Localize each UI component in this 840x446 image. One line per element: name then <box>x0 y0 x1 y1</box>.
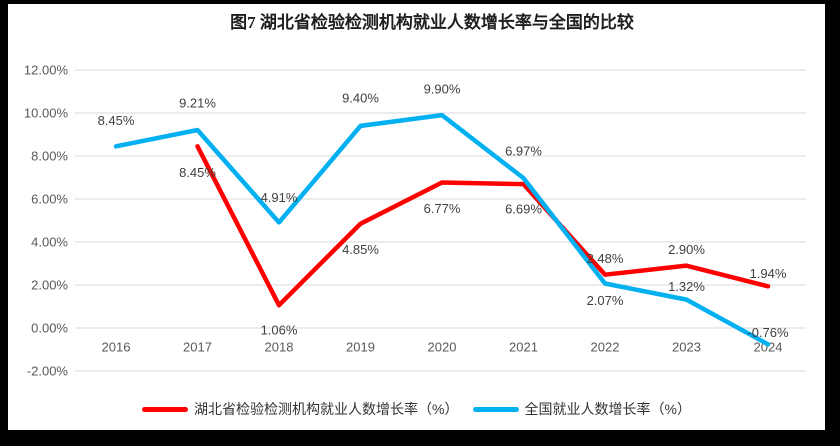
y-axis-tick-label: 8.00% <box>31 149 68 164</box>
hubei-data-label: 2.48% <box>587 251 624 266</box>
chart-title: 图7 湖北省检验检测机构就业人数增长率与全国的比较 <box>230 12 634 32</box>
y-axis-tick-labels: 12.00% 10.00% 8.00% 6.00% 4.00% 2.00% 0.00% -2.… <box>24 63 69 379</box>
national-data-label: 8.45% <box>98 113 135 128</box>
national-data-label: 1.32% <box>668 279 705 294</box>
hubei-line <box>195 144 771 308</box>
legend-label-national: 全国就业人数增长率（%） <box>524 401 691 417</box>
x-axis-category-label: 2016 <box>102 340 131 355</box>
x-axis-category-label: 2024 <box>754 340 783 355</box>
national-data-label: 9.40% <box>342 90 379 105</box>
hubei-data-label: 8.45% <box>179 165 216 180</box>
data-labels: 8.45% 1.06% 4.85% 6.77% 6.69% 2.48% 2.90% 1.94%… <box>98 82 789 340</box>
chart-legend: 湖北省检验检测机构就业人数增长率（%） 全国就业人数增长率（%） <box>8 395 825 423</box>
x-axis-category-label: 2019 <box>346 340 375 355</box>
national-data-label: 6.97% <box>505 144 542 159</box>
hubei-data-label: 6.77% <box>424 201 461 216</box>
series-lines <box>113 112 771 347</box>
x-axis-category-label: 2022 <box>591 340 620 355</box>
x-axis-category-label: 2020 <box>428 340 457 355</box>
national-data-label: 9.90% <box>424 82 461 97</box>
legend-label-hubei: 湖北省检验检测机构就业人数增长率（%） <box>194 401 459 417</box>
national-data-label: 9.21% <box>179 95 216 110</box>
x-axis-category-label: 2018 <box>265 340 294 355</box>
gridlines <box>75 69 806 372</box>
y-axis-tick-label: -2.00% <box>27 364 69 379</box>
national-data-label: -0.76% <box>747 325 789 340</box>
national-line-swatch <box>472 406 519 412</box>
national-data-label: 4.91% <box>261 190 298 205</box>
x-axis-category-label: 2017 <box>183 340 212 355</box>
y-axis-tick-label: 2.00% <box>31 278 68 293</box>
hubei-line-swatch <box>142 406 189 412</box>
x-axis-category-labels: 2016 2017 2018 2019 2020 2021 2022 2023 2024 <box>102 340 783 355</box>
legend-item-hubei: 湖北省检验检测机构就业人数增长率（%） <box>142 399 459 419</box>
y-axis-tick-label: 10.00% <box>24 106 69 121</box>
hubei-data-label: 6.69% <box>505 202 542 217</box>
chart-frame <box>8 4 825 430</box>
y-axis-tick-label: 0.00% <box>31 321 68 336</box>
legend-item-national: 全国就业人数增长率（%） <box>472 399 691 419</box>
x-axis-category-label: 2023 <box>672 340 701 355</box>
national-data-label: 2.07% <box>587 293 624 308</box>
hubei-data-label: 2.90% <box>668 242 705 257</box>
y-axis-tick-label: 6.00% <box>31 192 68 207</box>
y-axis-tick-label: 12.00% <box>24 63 69 78</box>
hubei-data-label: 4.85% <box>342 242 379 257</box>
national-line <box>113 112 771 347</box>
hubei-data-label: 1.94% <box>750 266 787 281</box>
x-axis-category-label: 2021 <box>509 340 538 355</box>
hubei-data-label: 1.06% <box>261 323 298 338</box>
y-axis-tick-label: 4.00% <box>31 235 68 250</box>
